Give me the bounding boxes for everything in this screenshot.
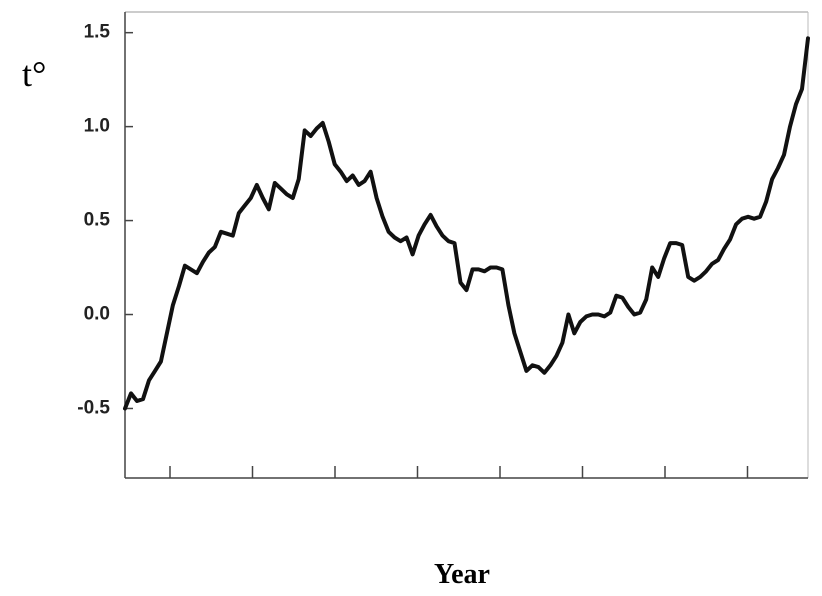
y-tick-label: 0.5 (84, 210, 111, 231)
data-line (123, 36, 810, 411)
y-tick-label: 1.0 (84, 116, 110, 137)
x-axis-label: Year (434, 559, 490, 590)
y-axis-label: t° (22, 54, 46, 94)
y-tick-label: -0.5 (77, 397, 110, 418)
y-tick-label: 0.0 (84, 304, 110, 325)
y-tick-label: 1.5 (84, 22, 111, 43)
